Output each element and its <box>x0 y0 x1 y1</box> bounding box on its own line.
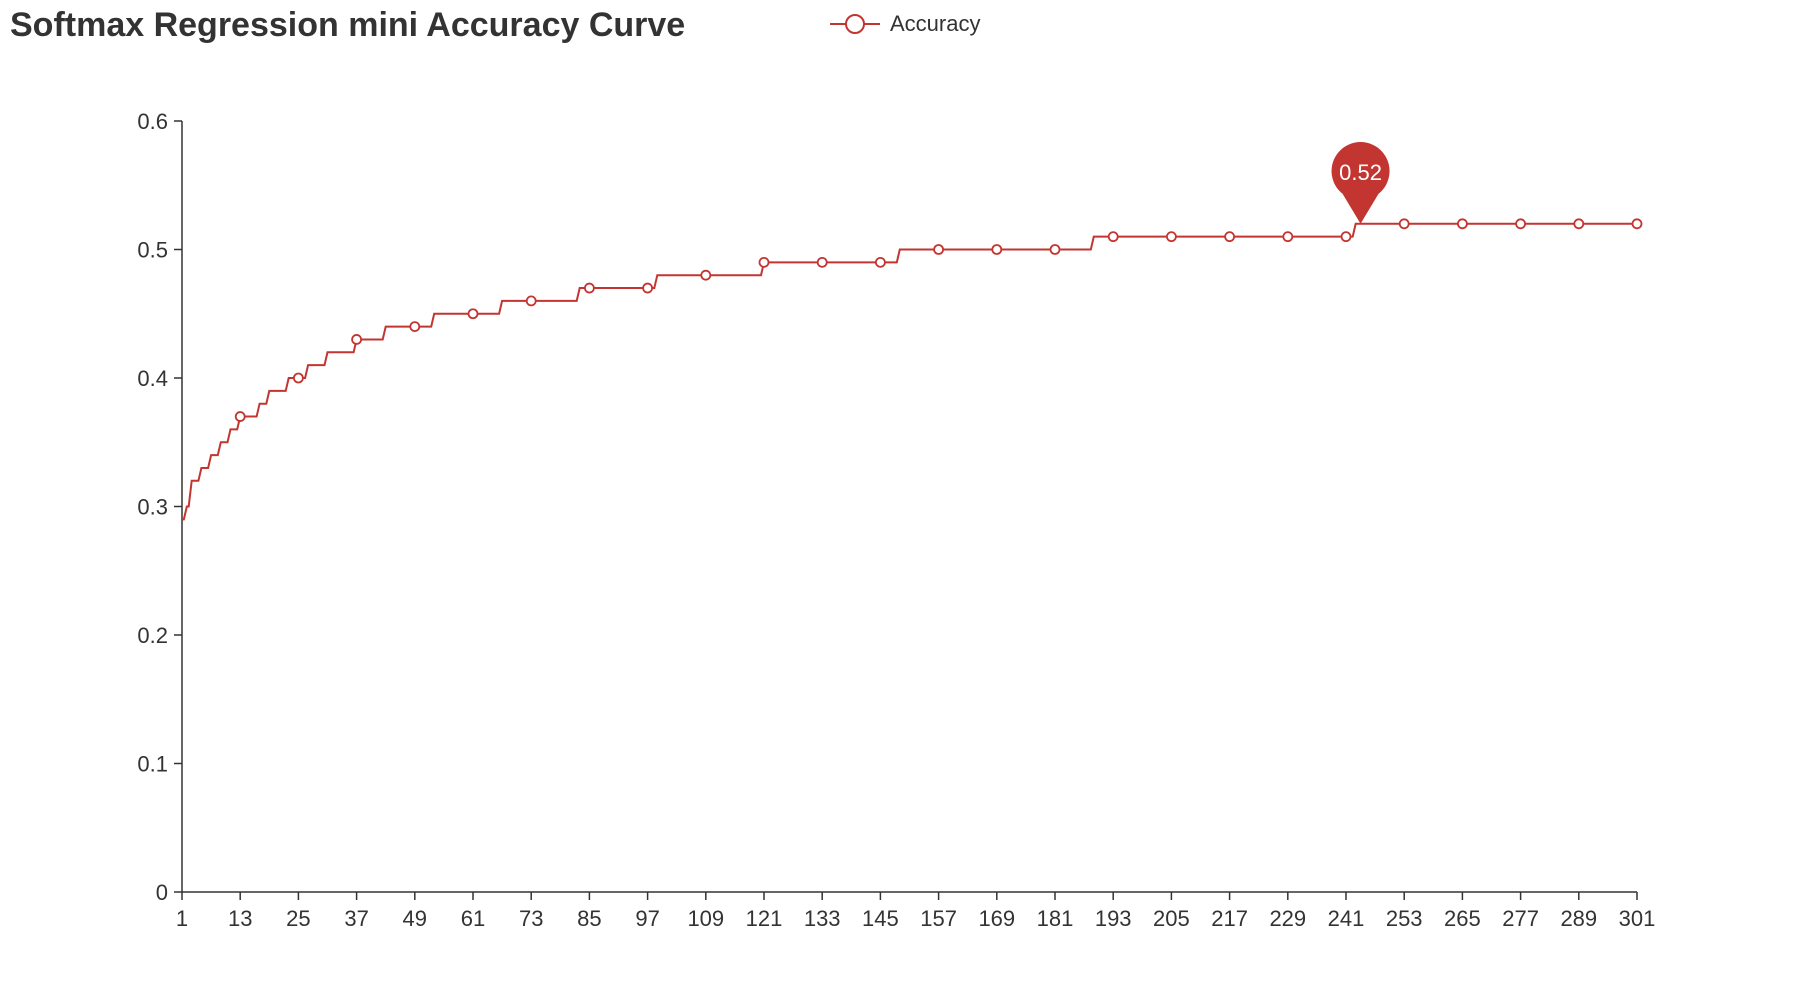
x-tick-label: 265 <box>1444 906 1481 931</box>
data-point-marker[interactable] <box>700 269 712 281</box>
x-tick-label: 133 <box>804 906 841 931</box>
data-point-marker[interactable] <box>816 256 828 268</box>
data-point-marker[interactable] <box>991 244 1003 255</box>
x-tick-label: 277 <box>1502 906 1539 931</box>
y-tick-label: 0.6 <box>137 109 168 134</box>
data-point-marker[interactable] <box>351 334 363 345</box>
x-tick-label: 217 <box>1211 906 1248 931</box>
data-point-marker[interactable] <box>1457 218 1468 230</box>
x-tick-label: 205 <box>1153 906 1190 931</box>
x-tick-label: 145 <box>862 906 899 931</box>
x-tick-label: 13 <box>228 906 252 931</box>
data-point-marker[interactable] <box>1224 231 1235 243</box>
chart-title: Softmax Regression mini Accuracy Curve <box>10 6 686 44</box>
x-tick-label: 97 <box>635 906 659 931</box>
y-tick-label: 0 <box>156 880 168 905</box>
x-tick-label: 25 <box>286 906 310 931</box>
data-point-marker[interactable] <box>1049 244 1061 255</box>
data-point-marker[interactable] <box>1166 231 1177 243</box>
legend-label-accuracy: Accuracy <box>890 11 981 36</box>
data-point-marker[interactable] <box>1573 218 1585 230</box>
data-point-marker[interactable] <box>1107 231 1119 243</box>
y-tick-label: 0.1 <box>137 752 168 777</box>
data-point-marker[interactable] <box>525 295 537 307</box>
x-tick-label: 37 <box>344 906 368 931</box>
data-point-marker[interactable] <box>1340 231 1352 243</box>
data-point-marker[interactable] <box>933 244 944 255</box>
x-tick-label: 85 <box>577 906 601 931</box>
series-line-accuracy <box>182 222 1637 521</box>
legend-line-circle-icon <box>830 14 880 34</box>
x-tick-label: 1 <box>176 906 188 931</box>
legend[interactable]: Accuracy <box>830 10 980 38</box>
data-point-marker[interactable] <box>292 372 304 384</box>
x-tick-label: 73 <box>519 906 543 931</box>
x-tick-label: 241 <box>1328 906 1365 931</box>
x-tick-label: 229 <box>1269 906 1306 931</box>
data-point-marker[interactable] <box>642 282 653 294</box>
data-point-marker[interactable] <box>758 256 770 268</box>
data-point-marker[interactable] <box>234 411 246 422</box>
x-tick-label: 289 <box>1560 906 1597 931</box>
x-tick-label: 49 <box>403 906 427 931</box>
x-tick-label: 61 <box>461 906 485 931</box>
max-value-label: 0.52 <box>1339 160 1382 185</box>
x-tick-label: 301 <box>1619 906 1656 931</box>
max-value-pin-icon <box>1331 142 1390 224</box>
data-point-marker[interactable] <box>875 256 886 268</box>
x-tick-label: 253 <box>1386 906 1423 931</box>
data-point-marker[interactable] <box>1398 218 1410 230</box>
x-tick-label: 193 <box>1095 906 1132 931</box>
x-tick-label: 181 <box>1037 906 1074 931</box>
data-point-marker[interactable] <box>467 308 479 320</box>
x-tick-label: 121 <box>746 906 783 931</box>
data-point-marker[interactable] <box>584 282 595 294</box>
data-point-marker[interactable] <box>1515 218 1526 230</box>
data-point-marker[interactable] <box>1282 231 1294 243</box>
x-tick-label: 109 <box>687 906 724 931</box>
y-tick-label: 0.4 <box>137 366 168 391</box>
x-tick-label: 169 <box>978 906 1015 931</box>
data-point-marker[interactable] <box>409 321 421 333</box>
x-tick-label: 157 <box>920 906 957 931</box>
data-point-marker[interactable] <box>1631 218 1643 230</box>
y-tick-label: 0.2 <box>137 623 168 648</box>
y-tick-label: 0.3 <box>137 495 168 520</box>
y-tick-label: 0.5 <box>137 238 168 263</box>
